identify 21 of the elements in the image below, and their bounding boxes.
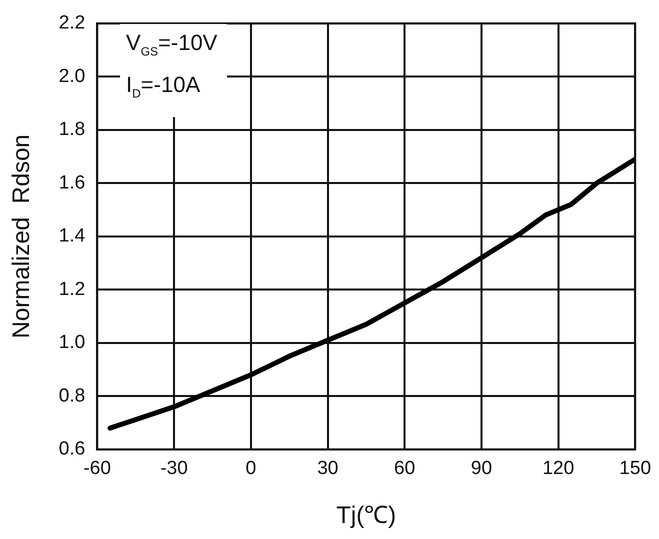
x-tick-label: 60 xyxy=(394,458,416,480)
x-tick-label: -30 xyxy=(160,458,188,480)
x-tick-label: -60 xyxy=(83,458,111,480)
y-tick-label: 0.8 xyxy=(58,385,86,406)
y-axis-title: Normalized Rdson xyxy=(8,134,36,338)
annotation: I$_{D}$=-10A xyxy=(126,72,200,101)
y-tick-label: 1.4 xyxy=(58,226,86,247)
annotation: V$_{GS}$=-10V xyxy=(126,30,218,58)
x-tick-label: 30 xyxy=(317,458,338,480)
y-tick-label: 1.8 xyxy=(58,119,86,140)
y-tick-label: 2.2 xyxy=(58,12,86,34)
y-tick-label: 2.0 xyxy=(58,66,86,87)
x-tick-label: 0 xyxy=(246,458,256,480)
x-axis-title: Tj(℃) xyxy=(336,502,396,530)
y-tick-label: 0.6 xyxy=(58,438,86,460)
x-tick-label: 90 xyxy=(470,458,492,480)
x-tick-label: 120 xyxy=(542,458,574,480)
y-tick-label: 1.2 xyxy=(58,278,86,300)
y-tick-label: 1.0 xyxy=(58,332,86,354)
x-tick-label: 150 xyxy=(619,458,651,480)
y-tick-label: 1.6 xyxy=(58,172,86,194)
